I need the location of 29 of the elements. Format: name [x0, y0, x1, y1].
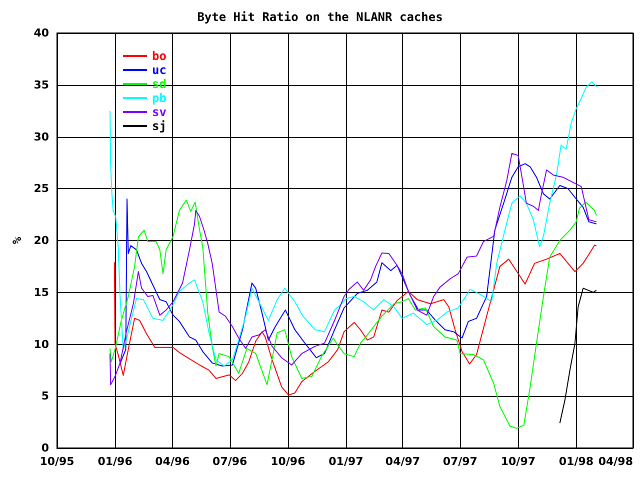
x-tick-label: 10/96: [270, 455, 306, 468]
x-tick-label: 10/95: [40, 455, 74, 468]
y-tick-label: 35: [34, 78, 49, 92]
legend-label: sv: [152, 105, 166, 119]
y-tick-label: 30: [34, 130, 50, 144]
legend-label: uc: [152, 63, 166, 77]
x-tick-label: 04/98: [598, 455, 633, 468]
y-axis-title: %: [10, 236, 24, 244]
x-tick-label: 07/96: [212, 455, 248, 468]
x-tick-label: 01/98: [558, 455, 594, 468]
x-tick-label: 01/96: [98, 455, 133, 468]
x-tick-label: 04/96: [155, 455, 190, 468]
y-tick-label: 10: [34, 338, 50, 351]
chart-title: Byte Hit Ratio on the NLANR caches: [197, 10, 443, 24]
y-tick-label: 15: [34, 286, 49, 299]
y-tick-label: 0: [41, 442, 50, 454]
x-tick-label: 01/97: [328, 455, 364, 468]
y-tick-label: 25: [34, 182, 49, 196]
x-tick-label: 10/97: [500, 455, 536, 468]
x-tick-label: 07/97: [442, 455, 478, 468]
legend-label: sj: [152, 119, 166, 133]
line-series: [114, 244, 597, 396]
legend-label: bo: [152, 49, 166, 63]
legend-label: pb: [152, 91, 166, 105]
y-tick-label: 5: [41, 390, 49, 403]
x-tick-label: 04/97: [385, 455, 420, 468]
y-tick-label: 20: [34, 234, 50, 247]
y-tick-label: 40: [34, 26, 50, 40]
line-series: [109, 200, 597, 429]
